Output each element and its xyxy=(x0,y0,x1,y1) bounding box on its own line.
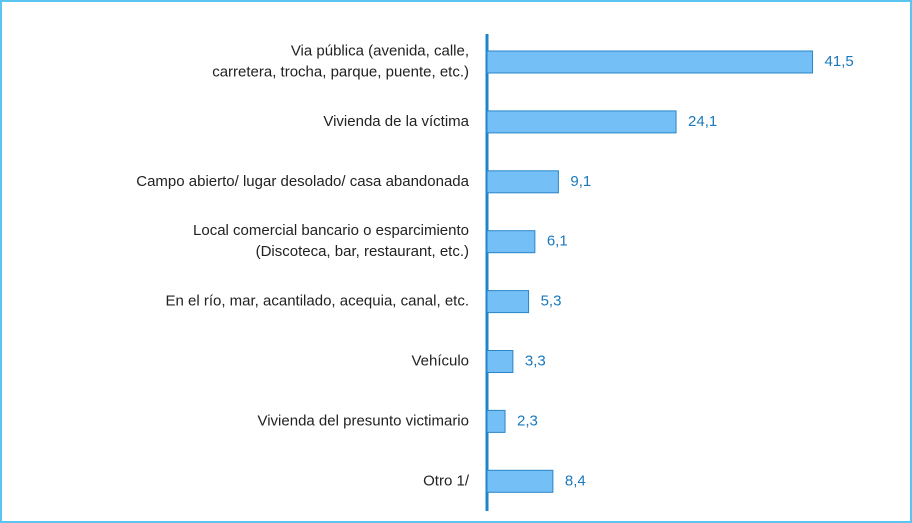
bar xyxy=(486,409,506,433)
bar xyxy=(486,230,536,254)
value-label: 41,5 xyxy=(825,53,854,70)
value-label: 8,4 xyxy=(565,472,586,489)
category-label: Otro 1/ xyxy=(423,472,470,489)
value-label: 24,1 xyxy=(688,113,717,130)
value-label: 9,1 xyxy=(570,173,591,190)
bar xyxy=(486,290,530,314)
category-label: carretera, trocha, parque, puente, etc.) xyxy=(212,63,469,80)
value-label: 6,1 xyxy=(547,233,568,250)
bar xyxy=(486,50,814,74)
bar xyxy=(486,170,559,194)
bar xyxy=(486,350,514,373)
value-label: 3,3 xyxy=(525,352,546,369)
value-label: 5,3 xyxy=(541,293,562,310)
category-label: Vehículo xyxy=(411,352,469,369)
category-label: Local comercial bancario o esparcimiento xyxy=(193,222,469,239)
bar xyxy=(486,469,554,493)
category-label: Via pública (avenida, calle, xyxy=(291,42,469,59)
bar xyxy=(486,110,677,134)
category-label: En el río, mar, acantilado, acequia, can… xyxy=(165,293,469,310)
category-label: Vivienda de la víctima xyxy=(323,113,469,130)
value-label: 2,3 xyxy=(517,412,538,429)
category-label: Campo abierto/ lugar desolado/ casa aban… xyxy=(136,173,469,190)
category-label: Vivienda del presunto victimario xyxy=(257,412,469,429)
category-label: (Discoteca, bar, restaurant, etc.) xyxy=(256,243,469,260)
